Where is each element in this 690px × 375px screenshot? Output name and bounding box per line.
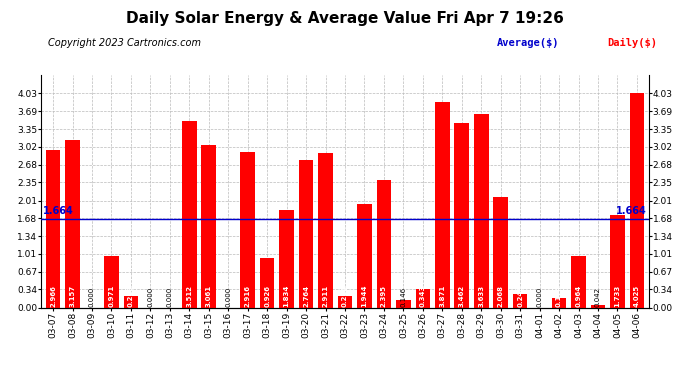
Text: 1.664: 1.664 — [616, 206, 647, 216]
Text: 0.343: 0.343 — [420, 285, 426, 307]
Text: 4.025: 4.025 — [634, 285, 640, 307]
Text: 1.944: 1.944 — [362, 285, 368, 307]
Text: 3.871: 3.871 — [440, 285, 445, 307]
Bar — [318, 153, 333, 308]
Text: 0.245: 0.245 — [517, 285, 523, 307]
Bar — [591, 305, 605, 308]
Text: 0.000: 0.000 — [167, 287, 173, 307]
Bar — [66, 140, 80, 308]
Bar — [299, 160, 313, 308]
Bar — [629, 93, 644, 308]
Text: 0.174: 0.174 — [556, 285, 562, 307]
Text: 0.146: 0.146 — [400, 287, 406, 307]
Bar — [435, 102, 450, 308]
Text: 3.157: 3.157 — [70, 285, 75, 307]
Text: 2.911: 2.911 — [322, 285, 328, 307]
Bar — [279, 210, 294, 308]
Bar — [493, 198, 508, 308]
Text: 0.210: 0.210 — [128, 285, 134, 307]
Bar — [260, 258, 275, 308]
Bar — [240, 152, 255, 308]
Bar — [182, 121, 197, 308]
Text: Daily Solar Energy & Average Value Fri Apr 7 19:26: Daily Solar Energy & Average Value Fri A… — [126, 11, 564, 26]
Text: 3.633: 3.633 — [478, 285, 484, 307]
Bar — [571, 256, 586, 307]
Bar — [337, 296, 353, 307]
Bar — [201, 145, 216, 308]
Text: 3.512: 3.512 — [186, 285, 193, 307]
Bar — [513, 294, 527, 307]
Text: 3.462: 3.462 — [459, 285, 465, 307]
Text: 0.212: 0.212 — [342, 285, 348, 307]
Bar — [46, 150, 61, 308]
Text: Average($): Average($) — [497, 38, 560, 48]
Bar — [377, 180, 391, 308]
Text: 1.664: 1.664 — [43, 206, 74, 216]
Bar — [104, 256, 119, 308]
Bar — [474, 114, 489, 308]
Text: 2.764: 2.764 — [303, 285, 309, 307]
Text: 0.000: 0.000 — [225, 287, 231, 307]
Text: 2.916: 2.916 — [245, 285, 250, 307]
Bar — [124, 296, 138, 307]
Bar — [396, 300, 411, 307]
Text: 1.733: 1.733 — [615, 285, 620, 307]
Text: 0.000: 0.000 — [148, 287, 153, 307]
Bar — [357, 204, 372, 308]
Text: 2.395: 2.395 — [381, 285, 387, 307]
Text: Copyright 2023 Cartronics.com: Copyright 2023 Cartronics.com — [48, 38, 201, 48]
Text: 0.964: 0.964 — [575, 285, 582, 307]
Bar — [552, 298, 566, 307]
Text: 0.000: 0.000 — [89, 287, 95, 307]
Text: 0.000: 0.000 — [537, 287, 542, 307]
Text: 0.042: 0.042 — [595, 287, 601, 307]
Bar — [455, 123, 469, 308]
Bar — [610, 215, 624, 308]
Text: 2.966: 2.966 — [50, 285, 56, 307]
Bar — [415, 289, 430, 308]
Text: 2.068: 2.068 — [497, 285, 504, 307]
Text: 0.926: 0.926 — [264, 285, 270, 307]
Text: 3.061: 3.061 — [206, 285, 212, 307]
Text: 1.834: 1.834 — [284, 285, 290, 307]
Text: Daily($): Daily($) — [607, 38, 657, 48]
Text: 0.971: 0.971 — [108, 285, 115, 307]
